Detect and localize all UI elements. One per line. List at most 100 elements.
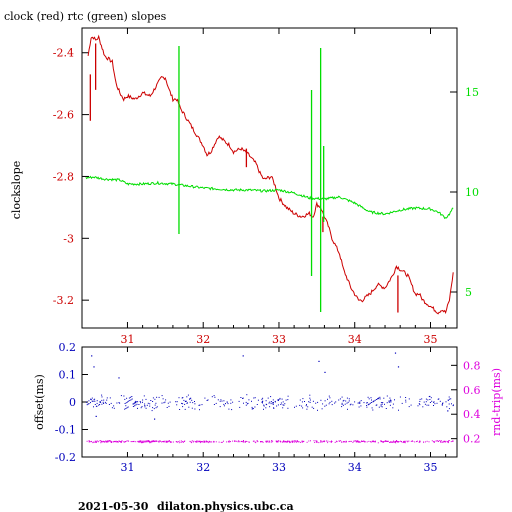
rnd-trip-point [156, 441, 158, 442]
offset-point [430, 397, 432, 399]
offset-point [101, 396, 103, 398]
rnd-trip-point [192, 441, 194, 443]
offset-point [246, 403, 248, 405]
rnd-trip-point [91, 440, 93, 442]
rnd-trip-axis-label: rnd-trip(ms) [490, 368, 503, 436]
offset-point [153, 408, 155, 410]
rnd-trip-point [143, 441, 145, 443]
offset-point [187, 402, 188, 404]
offset-point [419, 398, 421, 400]
rnd-trip-point [164, 440, 166, 442]
rnd-trip-point [297, 440, 298, 442]
offset-point [194, 401, 195, 402]
offset-point [94, 400, 96, 402]
rnd-trip-point [359, 442, 361, 443]
rnd-trip-point [297, 441, 299, 443]
rnd-trip-point [113, 440, 115, 442]
rnd-trip-point [394, 441, 396, 442]
offset-point [352, 404, 354, 406]
offset-point [186, 396, 188, 398]
rnd-trip-point [220, 441, 222, 443]
rnd-trip-point [252, 440, 254, 442]
rnd-trip-point [139, 440, 141, 442]
rnd-trip-point [285, 441, 287, 443]
offset-point [399, 396, 401, 398]
rnd-trip-point [143, 440, 145, 442]
offset-point [111, 407, 113, 409]
offset-point [254, 406, 256, 408]
rnd-trip-point [355, 440, 357, 442]
offset-point [150, 400, 152, 401]
rnd-trip-tick-label-0.8: 0.8 [463, 359, 481, 372]
slopes-series [85, 34, 454, 315]
rnd-trip-point [345, 441, 347, 443]
offset-point [276, 405, 278, 407]
offset-point [106, 399, 108, 401]
offset-point [144, 403, 146, 405]
offset-point [347, 408, 348, 410]
offset-point [341, 402, 343, 404]
offset-point [262, 397, 264, 399]
offset-point [94, 398, 96, 400]
rnd-trip-point [152, 440, 154, 442]
offset-point [328, 395, 330, 397]
offset-point [152, 407, 154, 409]
offset-point [223, 405, 225, 407]
rnd-trip-point [360, 441, 362, 443]
rnd-trip-point [401, 441, 402, 442]
rnd-trip-point [287, 441, 288, 443]
offset-point [135, 402, 137, 404]
rnd-trip-tick-label-0.6: 0.6 [463, 384, 481, 397]
clockslope-tick-label--2.4: -2.4 [53, 47, 74, 60]
rnd-trip-point [359, 441, 360, 443]
rnd-trip-point [276, 441, 278, 443]
rnd-trip-point [381, 441, 383, 443]
rnd-trip-point [158, 441, 160, 443]
rnd-trip-point [364, 441, 366, 443]
rnd-trip-point [443, 440, 445, 442]
offset-point [372, 409, 374, 411]
rnd-trip-point [99, 440, 101, 442]
rnd-trip-point [295, 441, 297, 443]
slopes-plot-frame [81, 27, 458, 329]
offset-point [381, 406, 383, 408]
offset-outlier-7 [324, 371, 326, 373]
footer-host: dilaton.physics.ubc.ca [157, 500, 294, 512]
offset-point [155, 407, 157, 409]
offset-point [92, 401, 94, 402]
offset-point [371, 407, 373, 409]
offset-point [306, 404, 307, 406]
offset-point [96, 400, 98, 402]
rnd-trip-point [277, 441, 279, 443]
rnd-trip-point [327, 440, 329, 442]
offset-point [366, 402, 368, 404]
offset-point [312, 400, 314, 402]
rnd-trip-point [196, 441, 198, 443]
offset-point [375, 399, 377, 400]
offset-point [96, 402, 98, 404]
rnd-trip-point [277, 440, 279, 442]
rnd-trip-point [97, 441, 99, 443]
offset-point [446, 406, 448, 408]
rnd-trip-point [355, 441, 357, 443]
rnd-trip-point [165, 441, 167, 442]
offset-point [263, 405, 265, 407]
rnd-trip-point [148, 441, 150, 443]
offset-point [341, 406, 343, 408]
rnd-trip-point [368, 440, 370, 442]
offset-point [453, 404, 454, 406]
offset-point [141, 406, 143, 408]
rnd-trip-point [223, 440, 224, 442]
offset-x-tick-label-34: 34 [348, 461, 362, 474]
offset-point [301, 401, 303, 403]
offset-point [126, 407, 128, 409]
offset-point [252, 408, 254, 410]
offset-point [408, 398, 410, 400]
offset-point [116, 402, 118, 404]
offset-point [386, 402, 388, 404]
offset-point [299, 404, 301, 406]
rnd-trip-point [208, 441, 210, 443]
rnd-trip-point [301, 440, 303, 442]
offset-point [149, 403, 151, 405]
rnd-trip-point [204, 441, 206, 443]
